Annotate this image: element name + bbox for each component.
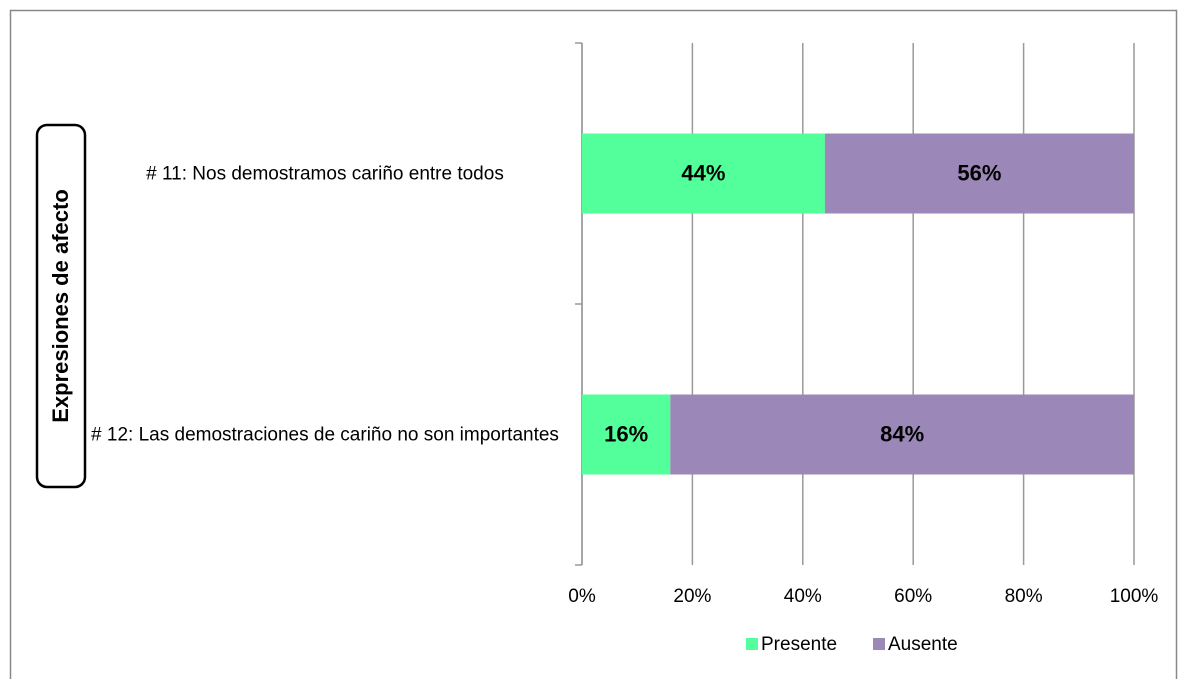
bar-segment xyxy=(582,394,671,475)
x-tick-label: 40% xyxy=(784,586,822,607)
category-label: # 12: Las demostraciones de cariño no so… xyxy=(91,424,559,445)
data-label: 16% xyxy=(604,421,648,446)
legend-label: Ausente xyxy=(888,634,958,655)
x-tick-label: 20% xyxy=(673,586,711,607)
axis-label: Expresiones de afecto xyxy=(48,189,73,423)
legend-swatch xyxy=(746,638,758,650)
axis-label-box xyxy=(35,123,87,489)
data-label: 84% xyxy=(880,421,924,446)
bar-segment xyxy=(670,394,1134,475)
legend-label: Presente xyxy=(761,634,837,655)
data-label: 44% xyxy=(681,160,725,185)
legend-swatch xyxy=(873,638,885,650)
category-label: # 11: Nos demostramos cariño entre todos xyxy=(146,163,504,184)
bar-segment xyxy=(824,133,1134,214)
data-label: 56% xyxy=(957,160,1001,185)
chart-frame xyxy=(9,9,1178,679)
x-tick-label: 0% xyxy=(568,586,596,607)
x-tick-label: 60% xyxy=(894,586,932,607)
x-tick-label: 80% xyxy=(1005,586,1043,607)
x-tick-label: 100% xyxy=(1110,586,1159,607)
bar-segment xyxy=(582,133,825,214)
